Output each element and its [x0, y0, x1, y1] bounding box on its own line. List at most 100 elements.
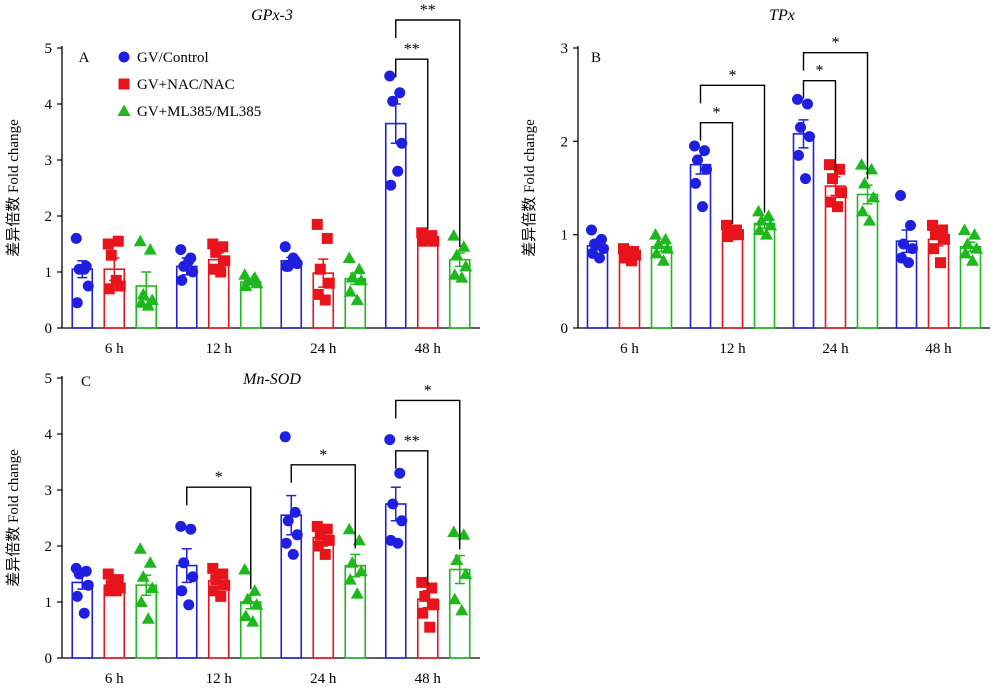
data-point: [176, 585, 188, 597]
data-point: [764, 218, 777, 231]
data-point: [417, 607, 429, 619]
data-point: [102, 568, 114, 580]
data-point: [312, 540, 324, 552]
data-point: [354, 564, 368, 577]
data-point: [392, 537, 404, 549]
y-axis-label: 差异倍数 Fold change: [521, 119, 538, 257]
data-point: [907, 243, 918, 255]
data-point: [594, 252, 605, 264]
panel-B: 0 1 2 3 6 h 12 h 24 h 48 h TPx B 差异倍数 Fold change *…: [521, 7, 990, 357]
data-point: [246, 273, 260, 286]
data-point: [905, 219, 916, 231]
significance-bracket: [186, 486, 252, 590]
x-tick-label: 12 h: [719, 341, 746, 357]
data-point: [428, 599, 440, 611]
y-tick-label: 0: [45, 321, 53, 337]
x-tick-label: 48 h: [415, 671, 442, 687]
data-point: [143, 556, 157, 568]
data-point: [424, 232, 436, 244]
data-point: [82, 280, 94, 292]
data-point: [143, 243, 157, 255]
data-point: [110, 585, 122, 597]
data-point: [867, 190, 880, 203]
data-point: [280, 260, 292, 272]
data-point: [345, 271, 359, 283]
panel-C: 0 1 2 3 4 5 6 h 12 h 24 h 48 h Mn-SOD C 差异倍数 Fold ch…: [5, 371, 480, 687]
data-point: [352, 533, 366, 546]
legend-marker: [117, 104, 131, 116]
data-point: [384, 70, 396, 82]
significance-label: *: [729, 67, 737, 84]
data-point: [450, 553, 464, 565]
data-point: [928, 243, 939, 255]
data-point: [939, 233, 950, 245]
data-point: [82, 579, 94, 591]
data-point: [291, 529, 303, 541]
data-point: [219, 255, 231, 267]
significance-label: **: [404, 41, 420, 58]
bar: [416, 237, 439, 329]
data-point: [217, 241, 229, 253]
data-point: [459, 259, 473, 272]
panel-title: Mn-SOD: [242, 371, 301, 388]
data-point: [350, 587, 364, 599]
significance-bracket: [395, 450, 429, 585]
data-point: [586, 224, 597, 236]
data-point: [827, 173, 838, 185]
data-point: [392, 165, 404, 177]
data-point: [802, 98, 813, 110]
data-point: [690, 177, 701, 189]
x-tick-label: 6 h: [105, 341, 124, 357]
data-point: [721, 219, 732, 231]
data-point: [396, 515, 408, 527]
y-tick-label: 3: [45, 483, 53, 499]
data-point: [134, 296, 148, 308]
y-tick-label: 4: [45, 427, 53, 443]
data-point: [103, 283, 115, 295]
data-point: [187, 571, 199, 583]
data-point: [930, 229, 941, 241]
significance-label: *: [319, 447, 327, 464]
data-point: [279, 431, 291, 443]
data-point: [426, 582, 438, 594]
data-point: [384, 434, 396, 446]
data-point: [387, 95, 399, 107]
data-point: [287, 548, 299, 560]
data-point: [448, 268, 462, 280]
legend-label: GV+ML385/ML385: [137, 104, 261, 120]
data-point: [447, 525, 461, 537]
y-axis-label: 差异倍数 Fold change: [5, 119, 22, 257]
data-point: [187, 266, 199, 278]
significance-bracket: [395, 399, 461, 550]
y-tick-label: 0: [45, 651, 53, 667]
data-point: [210, 246, 222, 258]
data-point: [176, 274, 188, 286]
data-point: [343, 573, 357, 585]
y-tick-label: 2: [45, 539, 53, 555]
data-point: [311, 218, 323, 230]
significance-bracket: [699, 84, 766, 213]
data-point: [649, 228, 662, 240]
data-point: [342, 522, 356, 535]
legend-marker: [118, 51, 130, 63]
data-point: [241, 592, 255, 605]
data-point: [239, 279, 253, 291]
data-point: [73, 568, 85, 580]
data-point: [416, 576, 428, 588]
data-point: [112, 235, 124, 247]
y-tick-label: 3: [45, 153, 53, 169]
data-point: [657, 254, 670, 266]
data-point: [185, 523, 197, 535]
data-point: [722, 231, 733, 243]
data-point: [935, 257, 946, 269]
data-point: [903, 257, 914, 269]
y-tick-label: 2: [45, 209, 53, 225]
data-point: [311, 520, 323, 532]
data-point: [314, 529, 326, 541]
significance-label: *: [424, 382, 432, 399]
data-point: [321, 232, 333, 244]
data-point: [323, 277, 335, 289]
data-point: [178, 557, 190, 569]
data-point: [834, 163, 845, 175]
